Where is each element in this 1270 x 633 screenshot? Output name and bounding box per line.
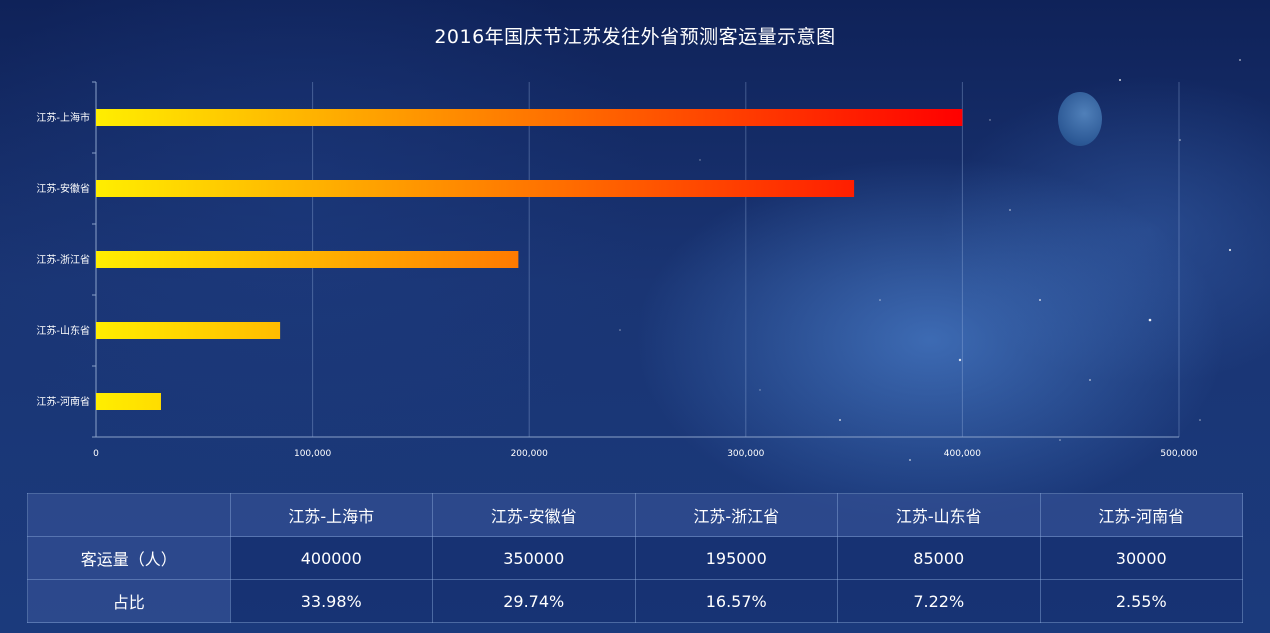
bar [96,393,161,410]
table-cell: 7.22% [837,579,1041,623]
bar [96,251,519,268]
x-tick-label: 200,000 [511,449,548,459]
y-category-label: 江苏-山东省 [36,324,90,337]
x-tick-label: 400,000 [944,449,981,459]
table-header-row: 江苏-上海市 江苏-安徽省 江苏-浙江省 江苏-山东省 江苏-河南省 [27,493,1243,537]
table-column-header: 江苏-浙江省 [634,493,838,537]
table-cell: 400000 [229,536,433,580]
chart-title: 2016年国庆节江苏发往外省预测客运量示意图 [434,26,836,48]
x-tick-label: 0 [93,449,99,459]
table-cell: 33.98% [229,579,433,623]
bar [96,109,963,126]
bar [96,180,855,197]
y-category-label: 江苏-河南省 [36,395,90,408]
table-cell: 350000 [432,536,636,580]
x-tick-label: 500,000 [1160,449,1197,459]
moon-decoration [1058,92,1102,146]
bar-chart: 0 100,000 200,000 300,000 400,000 500,000 江苏-上… [36,81,1197,459]
table-column-header: 江苏-山东省 [837,493,1041,537]
x-tick-label: 300,000 [727,449,764,459]
table-row: 客运量（人） 400000 350000 195000 85000 30000 [27,536,1243,580]
bar [96,322,281,339]
x-tick-label: 100,000 [294,449,331,459]
y-category-label: 江苏-浙江省 [36,253,90,266]
table-row-header: 占比 [27,579,231,623]
table-column-header: 江苏-安徽省 [432,493,636,537]
table-row-header: 客运量（人） [27,536,231,580]
table-cell: 2.55% [1039,579,1243,623]
table-row: 占比 33.98% 29.74% 16.57% 7.22% 2.55% [27,579,1243,623]
table-cell: 30000 [1039,536,1243,580]
table-column-header: 江苏-上海市 [229,493,433,537]
table-corner-cell [27,493,231,537]
data-table: 江苏-上海市 江苏-安徽省 江苏-浙江省 江苏-山东省 江苏-河南省 客运量（人… [27,493,1243,623]
table-column-header: 江苏-河南省 [1039,493,1243,537]
table-cell: 195000 [634,536,838,580]
table-cell: 85000 [837,536,1041,580]
table-cell: 16.57% [634,579,838,623]
table-cell: 29.74% [432,579,636,623]
y-category-label: 江苏-上海市 [36,111,90,124]
y-category-label: 江苏-安徽省 [36,182,90,195]
